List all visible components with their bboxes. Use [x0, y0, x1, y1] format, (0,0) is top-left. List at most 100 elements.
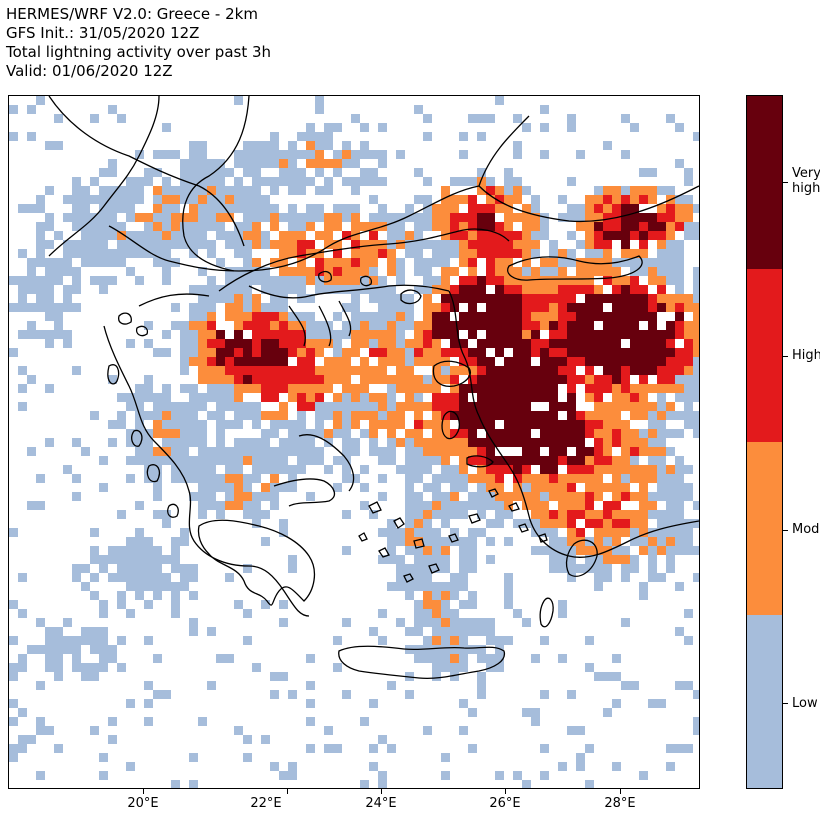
lightning-cell [144, 393, 153, 402]
lightning-cell [405, 303, 414, 312]
lightning-cell [468, 744, 477, 753]
lightning-cell [234, 384, 243, 393]
lightning-cell [378, 474, 387, 483]
lightning-cell [522, 438, 531, 447]
lightning-cell [477, 681, 486, 690]
lightning-cell [612, 510, 621, 519]
lightning-cell [540, 483, 549, 492]
lightning-cell [432, 546, 441, 555]
lightning-cell [558, 762, 567, 771]
lightning-cell [45, 330, 54, 339]
lightning-cell [468, 330, 477, 339]
lightning-cell [468, 618, 477, 627]
lightning-cell [558, 555, 567, 564]
lightning-cell [666, 528, 675, 537]
lightning-cell [468, 204, 477, 213]
lightning-cell [522, 447, 531, 456]
lightning-cell [441, 582, 450, 591]
lightning-cell [432, 582, 441, 591]
lightning-cell [639, 447, 648, 456]
lightning-cell [135, 429, 144, 438]
lightning-cell [315, 384, 324, 393]
lightning-cell [396, 465, 405, 474]
lightning-cell [684, 339, 693, 348]
lightning-cell [153, 168, 162, 177]
lightning-cell [333, 330, 342, 339]
lightning-cell [9, 276, 18, 285]
lightning-cell [540, 771, 549, 780]
lightning-cell [495, 375, 504, 384]
lightning-cell [567, 366, 576, 375]
lightning-cell [504, 195, 513, 204]
lightning-cell [369, 438, 378, 447]
lightning-cell [648, 564, 657, 573]
lightning-cell [450, 384, 459, 393]
lightning-cell [351, 186, 360, 195]
lightning-cell [342, 474, 351, 483]
lightning-cell [27, 105, 36, 114]
lightning-cell [306, 321, 315, 330]
lightning-cell [198, 420, 207, 429]
lightning-cell [459, 564, 468, 573]
lightning-cell [162, 456, 171, 465]
lightning-cell [495, 663, 504, 672]
lightning-cell [216, 222, 225, 231]
lightning-cell [540, 429, 549, 438]
lightning-cell [594, 186, 603, 195]
lightning-cell [387, 555, 396, 564]
lightning-cell [189, 420, 198, 429]
lightning-cell [126, 762, 135, 771]
lightning-cell [126, 474, 135, 483]
lightning-cell [558, 564, 567, 573]
lightning-cell [441, 537, 450, 546]
lightning-cell [468, 348, 477, 357]
lightning-cell [72, 267, 81, 276]
lightning-cell [288, 330, 297, 339]
lightning-cell [405, 204, 414, 213]
lightning-cell [414, 249, 423, 258]
lightning-cell [495, 636, 504, 645]
lightning-cell [351, 222, 360, 231]
lightning-cell [450, 321, 459, 330]
lightning-cell [198, 186, 207, 195]
lightning-cell [459, 645, 468, 654]
lightning-cell [180, 420, 189, 429]
lightning-cell [531, 330, 540, 339]
lightning-cell [207, 330, 216, 339]
lightning-cell [477, 132, 486, 141]
lightning-cell [414, 240, 423, 249]
lightning-cell [360, 780, 369, 788]
lightning-cell [234, 474, 243, 483]
lightning-cell [459, 132, 468, 141]
lightning-cell [126, 195, 135, 204]
lightning-cell [468, 177, 477, 186]
lightning-cell [261, 537, 270, 546]
lightning-cell [612, 222, 621, 231]
lightning-cell [531, 339, 540, 348]
lightning-cell [540, 411, 549, 420]
lightning-cell [288, 420, 297, 429]
lightning-cell [162, 213, 171, 222]
lightning-cell [270, 321, 279, 330]
lightning-cell [513, 267, 522, 276]
island-outline [107, 364, 179, 518]
lightning-cell [360, 267, 369, 276]
lightning-cell [486, 294, 495, 303]
lightning-cell [252, 501, 261, 510]
lightning-cell [657, 699, 666, 708]
lightning-cell [216, 348, 225, 357]
lightning-cell [441, 429, 450, 438]
lightning-cell [81, 672, 90, 681]
lightning-cell [414, 618, 423, 627]
lightning-cell [360, 150, 369, 159]
lightning-cell [405, 231, 414, 240]
lightning-cell [153, 393, 162, 402]
lightning-cell [612, 366, 621, 375]
lightning-cell [324, 357, 333, 366]
lightning-cell [540, 546, 549, 555]
lightning-cell [387, 393, 396, 402]
lightning-cell [189, 627, 198, 636]
lightning-cell [261, 447, 270, 456]
lightning-cell [207, 447, 216, 456]
lightning-cell [567, 456, 576, 465]
